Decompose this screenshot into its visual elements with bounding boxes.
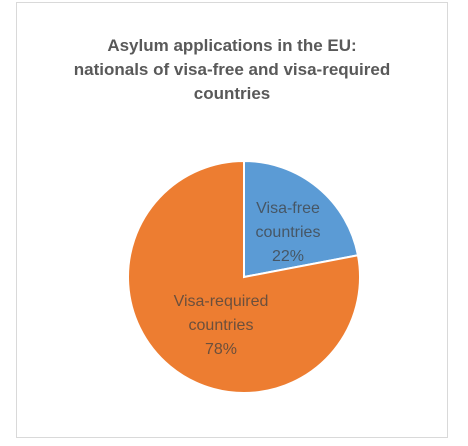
- chart-title-line-1: Asylum applications in the EU:: [107, 36, 357, 55]
- pie-slice-label-1: Visa-required countries 78%: [174, 293, 269, 358]
- pie-slice-label-0: Visa-free countries 22%: [256, 200, 321, 265]
- pie-slice-label-line-1-1: countries: [189, 317, 254, 334]
- chart-title: Asylum applications in the EU: nationals…: [20, 34, 444, 106]
- pie-slice-label-line-1-0: Visa-required: [174, 293, 269, 310]
- pie-slice-0: [243, 159, 360, 279]
- pie-slice-1: [127, 159, 361, 394]
- chart-title-line-3: countries: [193, 84, 271, 103]
- pie-slice-label-line-0-0: Visa-free: [256, 200, 320, 217]
- pie-slice-label-line-0-1: countries: [256, 224, 321, 241]
- pie-slice-value-1: 78%: [205, 341, 237, 358]
- pie-slice-value-0: 22%: [272, 248, 304, 265]
- chart-title-line-2: nationals of visa-free and visa-required: [73, 60, 391, 79]
